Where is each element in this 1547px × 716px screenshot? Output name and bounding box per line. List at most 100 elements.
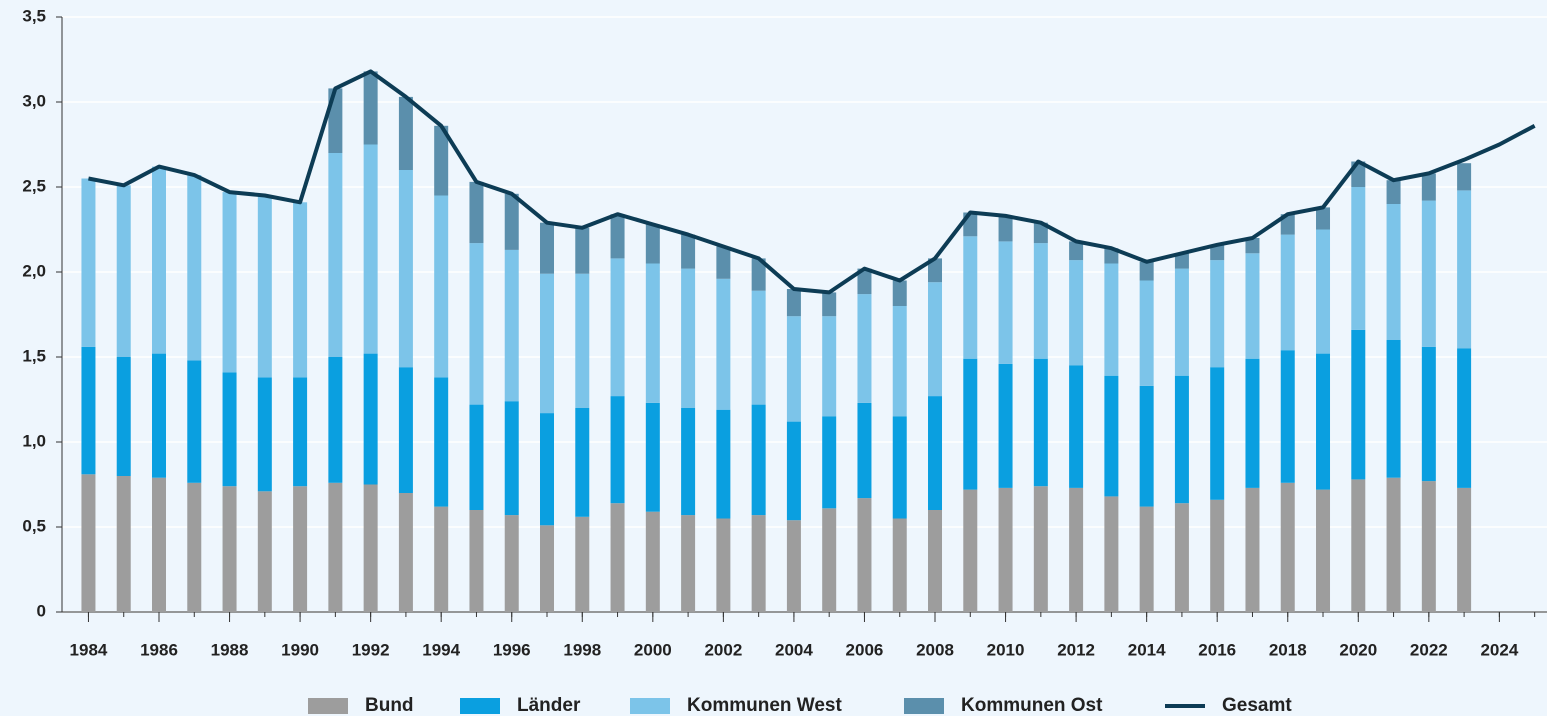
bar-segment bbox=[645, 511, 660, 612]
bar-segment bbox=[822, 508, 837, 612]
bar-segment bbox=[610, 258, 625, 397]
bar-segment bbox=[1210, 367, 1225, 500]
bar-segment bbox=[892, 280, 907, 306]
bar-segment bbox=[786, 289, 801, 317]
bar-segment bbox=[469, 404, 484, 510]
bar-segment bbox=[857, 294, 872, 403]
x-tick-label: 2002 bbox=[704, 640, 742, 659]
bar-segment bbox=[398, 493, 413, 612]
bar-segment bbox=[1316, 489, 1331, 612]
bar-segment bbox=[1210, 499, 1225, 612]
bar-segment bbox=[398, 96, 413, 170]
bar-segment bbox=[116, 476, 131, 612]
bar-segment bbox=[681, 408, 696, 516]
bar-segment bbox=[328, 482, 343, 612]
legend-label: Kommunen Ost bbox=[961, 695, 1103, 716]
bar-segment bbox=[1174, 268, 1189, 376]
bar-segment bbox=[575, 227, 590, 274]
total-line bbox=[88, 69, 1536, 295]
bar-segment bbox=[786, 421, 801, 521]
bar-segment bbox=[1245, 238, 1260, 254]
x-tick-label: 2016 bbox=[1198, 640, 1236, 659]
x-tick-label: 2004 bbox=[775, 640, 813, 659]
bar-segment bbox=[1104, 375, 1119, 497]
bar-segment bbox=[257, 195, 272, 378]
bar-segment bbox=[222, 372, 237, 487]
bar-segment bbox=[822, 292, 837, 317]
bar-segment bbox=[1386, 180, 1401, 204]
y-tick-label: 1,5 bbox=[22, 346, 46, 365]
bar-segment bbox=[1386, 204, 1401, 340]
y-tick-label: 2,0 bbox=[22, 261, 46, 280]
bar-segment bbox=[328, 153, 343, 357]
bar-segment bbox=[1104, 263, 1119, 376]
bar-segment bbox=[1421, 200, 1436, 347]
bar-segment bbox=[469, 181, 484, 244]
bar-segment bbox=[469, 243, 484, 405]
bar-segment bbox=[1174, 253, 1189, 269]
bar-segment bbox=[681, 268, 696, 408]
bar-segment bbox=[1457, 163, 1472, 191]
bar-segment bbox=[998, 487, 1013, 612]
x-tick-label: 2020 bbox=[1339, 640, 1377, 659]
bar-segment bbox=[1069, 260, 1084, 366]
bar-segment bbox=[1351, 479, 1366, 612]
bar-segment bbox=[1033, 486, 1048, 612]
bar-segment bbox=[1069, 241, 1084, 261]
legend-swatch bbox=[904, 698, 944, 714]
bar-segment bbox=[892, 416, 907, 519]
x-tick-label: 1994 bbox=[422, 640, 460, 659]
bar-segment bbox=[610, 214, 625, 259]
bar-segment bbox=[1139, 506, 1154, 612]
x-tick-label: 1986 bbox=[140, 640, 178, 659]
y-tick-label: 2,5 bbox=[22, 176, 46, 195]
bar-segment bbox=[963, 236, 978, 359]
bar-segment bbox=[1316, 229, 1331, 354]
bar-segment bbox=[504, 401, 519, 516]
x-tick-label: 2014 bbox=[1128, 640, 1166, 659]
bar-segment bbox=[1316, 207, 1331, 230]
bar-segment bbox=[1033, 222, 1048, 244]
y-tick-label: 3,0 bbox=[22, 91, 46, 110]
bar-segment bbox=[81, 346, 96, 475]
bar-segment bbox=[1421, 173, 1436, 201]
legend-swatch bbox=[630, 698, 670, 714]
bar-segment bbox=[504, 515, 519, 612]
bar-segment bbox=[152, 353, 167, 478]
bar-segment bbox=[434, 506, 449, 612]
bar-segment bbox=[857, 498, 872, 612]
bar-segment bbox=[822, 416, 837, 509]
bar-segment bbox=[1280, 234, 1295, 351]
bar-segment bbox=[1386, 477, 1401, 612]
bar-segment bbox=[928, 510, 943, 612]
bar-segment bbox=[1245, 253, 1260, 359]
bar-segment bbox=[751, 404, 766, 516]
bar-segment bbox=[328, 357, 343, 483]
x-tick-label: 2012 bbox=[1057, 640, 1095, 659]
bar-segment bbox=[257, 491, 272, 612]
bar-segment bbox=[1139, 261, 1154, 281]
bar-segment bbox=[963, 358, 978, 490]
bar-segment bbox=[1033, 358, 1048, 487]
bar-segment bbox=[857, 402, 872, 499]
bar-segment bbox=[1245, 358, 1260, 488]
bar-segment bbox=[293, 202, 308, 378]
bar-segment bbox=[998, 363, 1013, 488]
bar-segment bbox=[892, 306, 907, 417]
bar-segment bbox=[1421, 481, 1436, 612]
bar-segment bbox=[716, 518, 731, 612]
x-tick-label: 2008 bbox=[916, 640, 954, 659]
bar-segment bbox=[504, 193, 519, 250]
bar-segment bbox=[751, 258, 766, 291]
bar-segment bbox=[540, 222, 555, 274]
x-tick-label: 1998 bbox=[563, 640, 601, 659]
bar-segment bbox=[187, 482, 202, 612]
bar-segment bbox=[928, 258, 943, 283]
y-tick-label: 0,5 bbox=[22, 516, 46, 535]
bar-segment bbox=[1457, 348, 1472, 488]
bar-segment bbox=[1351, 187, 1366, 330]
bar-segment bbox=[857, 268, 872, 295]
bar-segment bbox=[786, 316, 801, 422]
bar-segment bbox=[1069, 487, 1084, 612]
bar-segment bbox=[1316, 353, 1331, 490]
